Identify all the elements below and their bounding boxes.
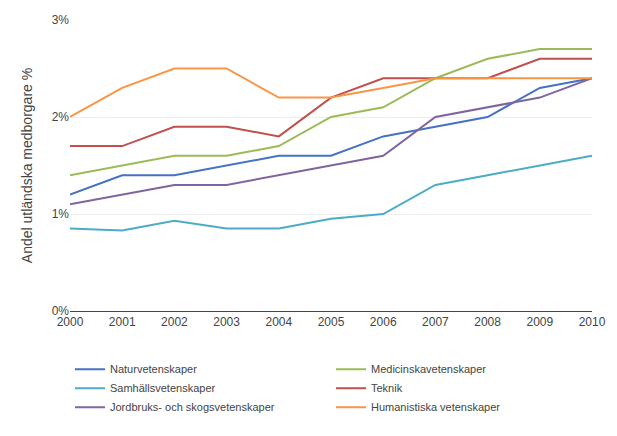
svg-text:2%: 2% xyxy=(52,110,70,124)
svg-text:Jordbruks- och skogsvetenskape: Jordbruks- och skogsvetenskaper xyxy=(110,401,275,413)
svg-text:2006: 2006 xyxy=(370,315,397,329)
svg-text:2007: 2007 xyxy=(422,315,449,329)
svg-text:0%: 0% xyxy=(52,304,70,318)
svg-text:2001: 2001 xyxy=(109,315,136,329)
svg-text:2005: 2005 xyxy=(318,315,345,329)
svg-text:2009: 2009 xyxy=(526,315,553,329)
svg-text:2000: 2000 xyxy=(57,315,84,329)
svg-text:Samhällsvetenskaper: Samhällsvetenskaper xyxy=(110,382,216,394)
svg-text:2008: 2008 xyxy=(474,315,501,329)
svg-text:Medicinskavetenskaper: Medicinskavetenskaper xyxy=(371,363,486,375)
svg-text:2003: 2003 xyxy=(213,315,240,329)
svg-text:Teknik: Teknik xyxy=(371,382,403,394)
svg-text:Naturvetenskaper: Naturvetenskaper xyxy=(110,363,197,375)
svg-text:2010: 2010 xyxy=(579,315,606,329)
svg-text:2002: 2002 xyxy=(161,315,188,329)
svg-text:1%: 1% xyxy=(52,207,70,221)
svg-text:3%: 3% xyxy=(52,13,70,27)
svg-text:Andel utländska medborgare %: Andel utländska medborgare % xyxy=(19,68,35,263)
svg-text:2004: 2004 xyxy=(265,315,292,329)
svg-text:Humanistiska vetenskaper: Humanistiska vetenskaper xyxy=(371,401,500,413)
